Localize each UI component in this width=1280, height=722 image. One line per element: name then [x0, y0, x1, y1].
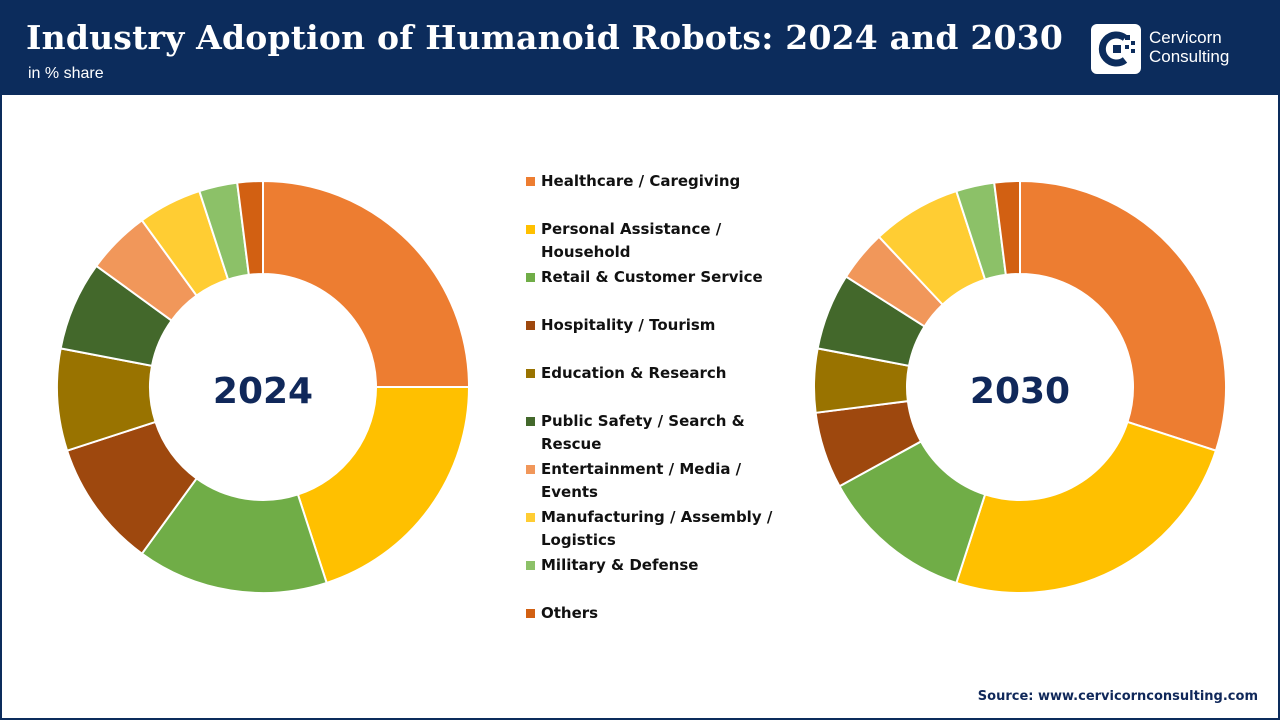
legend-swatch — [526, 225, 535, 234]
legend-swatch — [526, 465, 535, 474]
logo-line-2: Consulting — [1149, 47, 1230, 66]
logo-badge — [1091, 24, 1141, 74]
legend-label: Entertainment / Media / Events — [541, 460, 742, 501]
center-label-2030: 2030 — [970, 371, 1070, 412]
chart-title: Industry Adoption of Humanoid Robots: 20… — [26, 18, 1064, 57]
legend-label: Personal Assistance / Household — [541, 220, 722, 261]
logo-mark-icon — [1098, 31, 1135, 67]
slice-2024-healthcare-caregiving — [262, 179, 471, 388]
legend-label: Military & Defense — [541, 556, 699, 574]
slice-2024-personal-assistance-household — [296, 386, 471, 585]
source-note: Source: www.cervicornconsulting.com — [977, 689, 1258, 704]
donut-chart-2030: 2030 — [813, 179, 1227, 594]
legend-swatch — [526, 609, 535, 618]
slice-2024-others — [236, 179, 264, 277]
slice-2030-healthcare-caregiving — [1019, 179, 1227, 452]
logo-line-1: Cervicorn — [1149, 28, 1222, 47]
slice-2030-others — [993, 179, 1021, 277]
slice-2030-personal-assistance-household — [955, 420, 1218, 594]
legend-label: Manufacturing / Assembly / Logistics — [541, 508, 773, 549]
legend-swatch — [526, 177, 535, 186]
logo-text: Cervicorn Consulting — [1149, 28, 1229, 66]
legend-label: Education & Research — [541, 364, 727, 382]
legend-swatch — [526, 561, 535, 570]
legend-label: Public Safety / Search & Rescue — [541, 412, 745, 453]
center-label-2024: 2024 — [213, 371, 313, 412]
legend-swatch — [526, 417, 535, 426]
header-bar: Industry Adoption of Humanoid Robots: 20… — [2, 2, 1278, 95]
legend-label: Hospitality / Tourism — [541, 316, 716, 334]
legend-label: Retail & Customer Service — [541, 268, 763, 286]
legend-swatch — [526, 513, 535, 522]
legend-label: Healthcare / Caregiving — [541, 172, 741, 190]
legend-swatch — [526, 369, 535, 378]
legend-swatch — [526, 321, 535, 330]
company-logo: Cervicorn Consulting — [1091, 24, 1271, 74]
legend-label: Others — [541, 604, 599, 622]
donut-chart-2024: 2024 — [56, 179, 471, 594]
legend-swatch — [526, 273, 535, 282]
chart-subtitle: in % share — [28, 65, 104, 82]
